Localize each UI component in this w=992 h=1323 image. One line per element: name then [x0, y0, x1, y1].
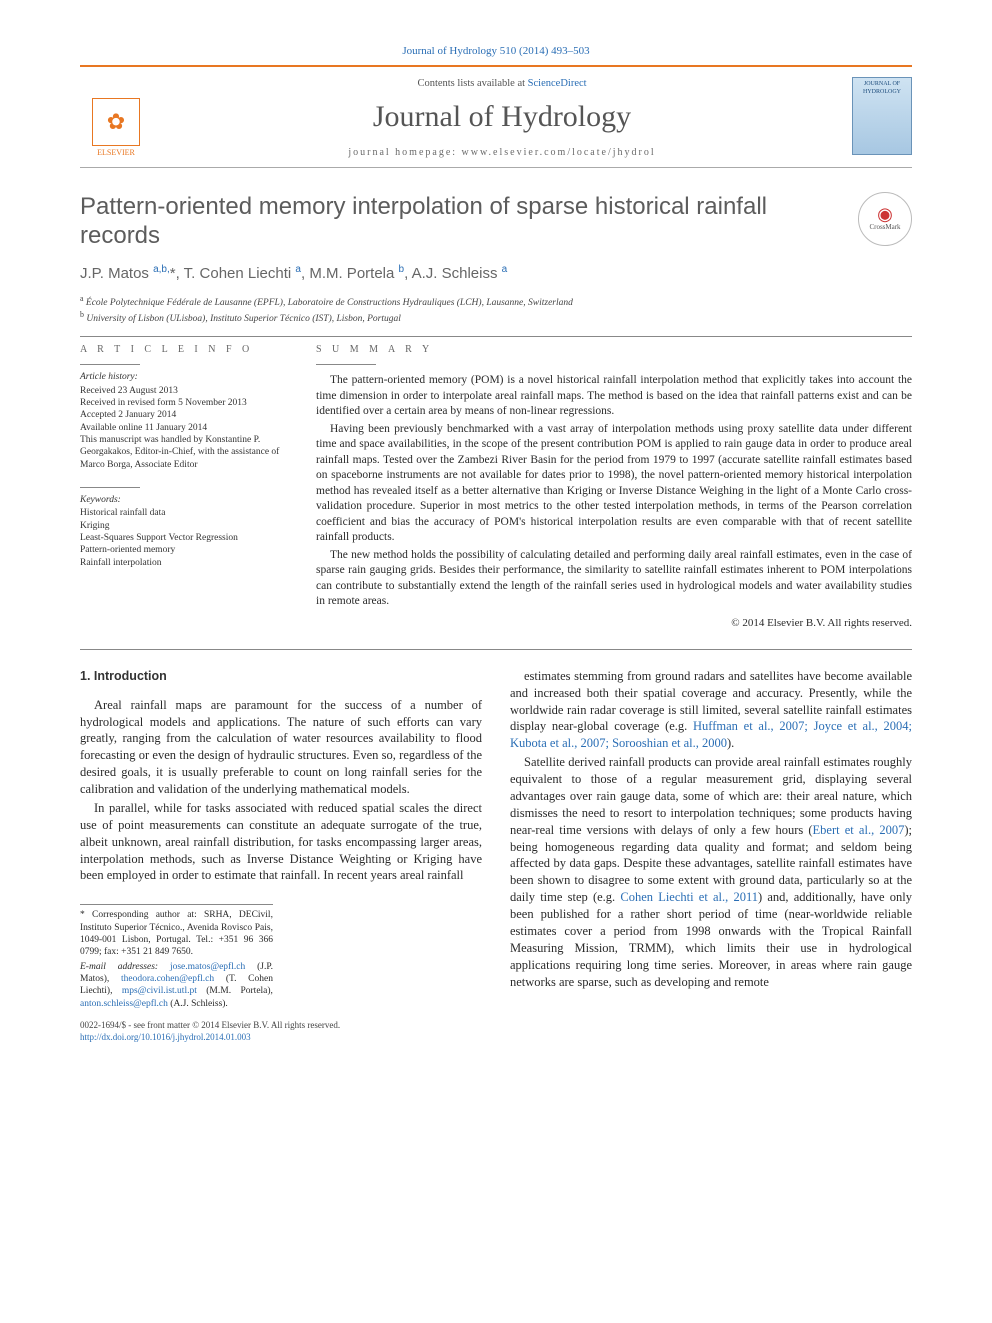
summary-p2: Having been previously benchmarked with …	[316, 422, 912, 546]
citation-cohen[interactable]: Cohen Liechti et al., 2011	[620, 890, 758, 904]
journal-cover-thumb[interactable]: JOURNAL OF HYDROLOGY	[852, 77, 912, 155]
masthead-center: Contents lists available at ScienceDirec…	[152, 77, 852, 159]
article-history: Article history: Received 23 August 2013…	[80, 371, 288, 471]
section-1-heading: 1. Introduction	[80, 668, 482, 685]
keywords: Keywords: Historical rainfall data Krigi…	[80, 494, 288, 569]
doi-link[interactable]: http://dx.doi.org/10.1016/j.jhydrol.2014…	[80, 1032, 251, 1042]
body-p4-c: ) and, additionally, have only been publ…	[510, 890, 912, 988]
affiliation-a: a École Polytechnique Fédérale de Lausan…	[80, 294, 912, 310]
email-4-who: (A.J. Schleiss).	[168, 999, 228, 1009]
masthead: ✿ ELSEVIER Contents lists available at S…	[80, 65, 912, 168]
email-3[interactable]: mps@civil.ist.utl.pt	[122, 986, 197, 996]
article-info-heading: A R T I C L E I N F O	[80, 343, 288, 357]
keywords-text: Historical rainfall data Kriging Least-S…	[80, 507, 288, 569]
body-p3-post: ).	[727, 736, 734, 750]
publisher-logo[interactable]: ✿ ELSEVIER	[80, 77, 152, 159]
email-3-who: (M.M. Portela),	[197, 986, 273, 996]
article-header: Pattern-oriented memory interpolation of…	[80, 192, 912, 326]
corresponding-author: * Corresponding author at: SRHA, DECivil…	[80, 909, 273, 958]
contents-prefix: Contents lists available at	[417, 78, 527, 89]
summary-p1: The pattern-oriented memory (POM) is a n…	[316, 373, 912, 420]
keywords-label: Keywords:	[80, 494, 288, 506]
summary-p3: The new method holds the possibility of …	[316, 548, 912, 610]
body-p2: In parallel, while for tasks associated …	[80, 800, 482, 884]
contents-available: Contents lists available at ScienceDirec…	[160, 77, 844, 91]
affiliations: a École Polytechnique Fédérale de Lausan…	[80, 294, 912, 326]
crossmark-badge[interactable]: ◉ CrossMark	[858, 192, 912, 246]
body-p4: Satellite derived rainfall products can …	[510, 754, 912, 990]
email-4[interactable]: anton.schleiss@epfl.ch	[80, 999, 168, 1009]
email-2[interactable]: theodora.cohen@epfl.ch	[121, 974, 214, 984]
crossmark-icon: ◉	[877, 205, 893, 223]
email-1[interactable]: jose.matos@epfl.ch	[170, 962, 245, 972]
issn-line: 0022-1694/$ - see front matter © 2014 El…	[80, 1020, 912, 1032]
body-p1: Areal rainfall maps are paramount for th…	[80, 697, 482, 798]
article-info: A R T I C L E I N F O Article history: R…	[80, 343, 288, 631]
history-label: Article history:	[80, 371, 288, 383]
elsevier-tree-icon: ✿	[92, 98, 140, 146]
abstract: S U M M A R Y The pattern-oriented memor…	[316, 343, 912, 631]
journal-homepage[interactable]: journal homepage: www.elsevier.com/locat…	[160, 146, 844, 160]
emails-label: E-mail addresses:	[80, 962, 170, 972]
article-title: Pattern-oriented memory interpolation of…	[80, 192, 840, 251]
email-addresses: E-mail addresses: jose.matos@epfl.ch (J.…	[80, 961, 273, 1010]
citation-ebert[interactable]: Ebert et al., 2007	[813, 823, 905, 837]
footer: 0022-1694/$ - see front matter © 2014 El…	[80, 1020, 912, 1043]
affiliation-b: b University of Lisbon (ULisboa), Instit…	[80, 310, 912, 326]
summary-copyright: © 2014 Elsevier B.V. All rights reserved…	[316, 616, 912, 631]
crossmark-label: CrossMark	[869, 223, 900, 232]
history-text: Received 23 August 2013 Received in revi…	[80, 385, 288, 471]
authors: J.P. Matos a,b,*, T. Cohen Liechti a, M.…	[80, 263, 912, 284]
summary-heading: S U M M A R Y	[316, 343, 912, 357]
info-abstract-row: A R T I C L E I N F O Article history: R…	[80, 343, 912, 631]
publisher-name: ELSEVIER	[97, 148, 135, 159]
body-columns: 1. Introduction Areal rainfall maps are …	[80, 668, 912, 1010]
sciencedirect-link[interactable]: ScienceDirect	[528, 78, 587, 89]
footnotes: * Corresponding author at: SRHA, DECivil…	[80, 904, 273, 1010]
page: Journal of Hydrology 510 (2014) 493–503 …	[0, 0, 992, 1073]
citation-link[interactable]: Journal of Hydrology 510 (2014) 493–503	[80, 44, 912, 59]
journal-name: Journal of Hydrology	[160, 97, 844, 138]
body-p3: estimates stemming from ground radars an…	[510, 668, 912, 752]
